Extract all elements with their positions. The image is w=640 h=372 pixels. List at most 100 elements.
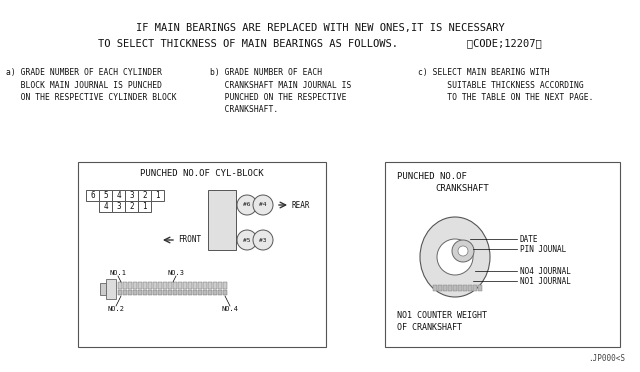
Bar xyxy=(153,282,157,289)
Bar xyxy=(99,190,112,201)
Bar xyxy=(223,290,227,295)
Bar xyxy=(223,282,227,289)
Bar xyxy=(168,282,172,289)
Text: NO1 JOURNAL: NO1 JOURNAL xyxy=(520,276,571,285)
Bar xyxy=(208,290,212,295)
Bar xyxy=(203,282,207,289)
Bar xyxy=(198,282,202,289)
Text: #5: #5 xyxy=(243,237,251,243)
Text: c) SELECT MAIN BEARING WITH
      SUITABLE THICKNESS ACCORDING
      TO THE TABL: c) SELECT MAIN BEARING WITH SUITABLE THI… xyxy=(418,68,593,102)
Text: NO.3: NO.3 xyxy=(168,270,184,276)
Bar xyxy=(123,282,127,289)
Bar xyxy=(112,201,125,212)
Bar xyxy=(143,290,147,295)
Bar xyxy=(463,285,467,291)
Bar xyxy=(106,279,116,299)
Circle shape xyxy=(253,230,273,250)
Bar xyxy=(143,282,147,289)
Bar xyxy=(458,285,462,291)
Text: 1: 1 xyxy=(155,191,160,200)
Text: b) GRADE NUMBER OF EACH
   CRANKSHAFT MAIN JOURNAL IS
   PUNCHED ON THE RESPECTI: b) GRADE NUMBER OF EACH CRANKSHAFT MAIN … xyxy=(210,68,351,115)
Bar xyxy=(138,201,151,212)
Circle shape xyxy=(458,246,468,256)
Text: 3: 3 xyxy=(129,191,134,200)
Text: NO1 COUNTER WEIGHT: NO1 COUNTER WEIGHT xyxy=(397,311,487,320)
Bar xyxy=(78,162,326,347)
Bar xyxy=(433,285,437,291)
Bar xyxy=(193,282,197,289)
Bar xyxy=(138,282,142,289)
Bar xyxy=(86,190,99,201)
Text: NO.4: NO.4 xyxy=(221,306,239,312)
Text: CRANKSHAFT: CRANKSHAFT xyxy=(435,184,489,193)
Bar xyxy=(208,282,212,289)
Bar xyxy=(203,290,207,295)
Bar xyxy=(158,290,162,295)
Bar xyxy=(100,283,106,295)
Text: a) GRADE NUMBER OF EACH CYLINDER
   BLOCK MAIN JOURNAL IS PUNCHED
   ON THE RESP: a) GRADE NUMBER OF EACH CYLINDER BLOCK M… xyxy=(6,68,177,102)
Text: 4: 4 xyxy=(103,202,108,211)
Text: 6: 6 xyxy=(90,191,95,200)
Bar xyxy=(138,190,151,201)
Bar xyxy=(99,201,112,212)
Text: 2: 2 xyxy=(142,191,147,200)
Bar xyxy=(128,290,132,295)
Bar xyxy=(188,282,192,289)
Circle shape xyxy=(237,195,257,215)
Bar xyxy=(448,285,452,291)
Text: FRONT: FRONT xyxy=(178,235,201,244)
Bar xyxy=(148,290,152,295)
Text: #6: #6 xyxy=(243,202,251,208)
Bar xyxy=(118,282,122,289)
Bar xyxy=(125,190,138,201)
Bar xyxy=(385,162,620,347)
Bar xyxy=(213,290,217,295)
Bar xyxy=(213,282,217,289)
Bar xyxy=(168,290,172,295)
Text: 2: 2 xyxy=(129,202,134,211)
Text: 5: 5 xyxy=(103,191,108,200)
Text: OF CRANKSHAFT: OF CRANKSHAFT xyxy=(397,323,462,332)
Bar xyxy=(183,282,187,289)
Circle shape xyxy=(237,230,257,250)
Bar xyxy=(468,285,472,291)
Circle shape xyxy=(452,240,474,262)
Bar xyxy=(173,290,177,295)
Text: .JP000<S: .JP000<S xyxy=(588,354,625,363)
Circle shape xyxy=(253,195,273,215)
Bar xyxy=(443,285,447,291)
Bar xyxy=(148,282,152,289)
Bar xyxy=(123,290,127,295)
Text: IF MAIN BEARINGS ARE REPLACED WITH NEW ONES,IT IS NECESSARY: IF MAIN BEARINGS ARE REPLACED WITH NEW O… xyxy=(136,23,504,33)
Text: NO.1: NO.1 xyxy=(109,270,127,276)
Bar xyxy=(178,290,182,295)
Text: PUNCHED NO.OF CYL-BLOCK: PUNCHED NO.OF CYL-BLOCK xyxy=(140,169,264,177)
Circle shape xyxy=(437,239,473,275)
Bar xyxy=(153,290,157,295)
Text: 1: 1 xyxy=(142,202,147,211)
Bar xyxy=(478,285,482,291)
Bar xyxy=(183,290,187,295)
Bar xyxy=(151,190,164,201)
Bar xyxy=(218,290,222,295)
Bar xyxy=(208,190,236,250)
Text: #4: #4 xyxy=(259,202,267,208)
Bar xyxy=(193,290,197,295)
Bar xyxy=(173,282,177,289)
Bar xyxy=(133,282,137,289)
Bar xyxy=(118,290,122,295)
Bar xyxy=(125,201,138,212)
Bar xyxy=(453,285,457,291)
Bar xyxy=(473,285,477,291)
Bar xyxy=(218,282,222,289)
Text: #3: #3 xyxy=(259,237,267,243)
Bar xyxy=(138,290,142,295)
Bar xyxy=(128,282,132,289)
Text: DATE: DATE xyxy=(520,234,538,244)
Bar xyxy=(438,285,442,291)
Ellipse shape xyxy=(420,217,490,297)
Text: PUNCHED NO.OF: PUNCHED NO.OF xyxy=(397,172,467,181)
Bar xyxy=(188,290,192,295)
Bar xyxy=(163,282,167,289)
Bar xyxy=(112,190,125,201)
